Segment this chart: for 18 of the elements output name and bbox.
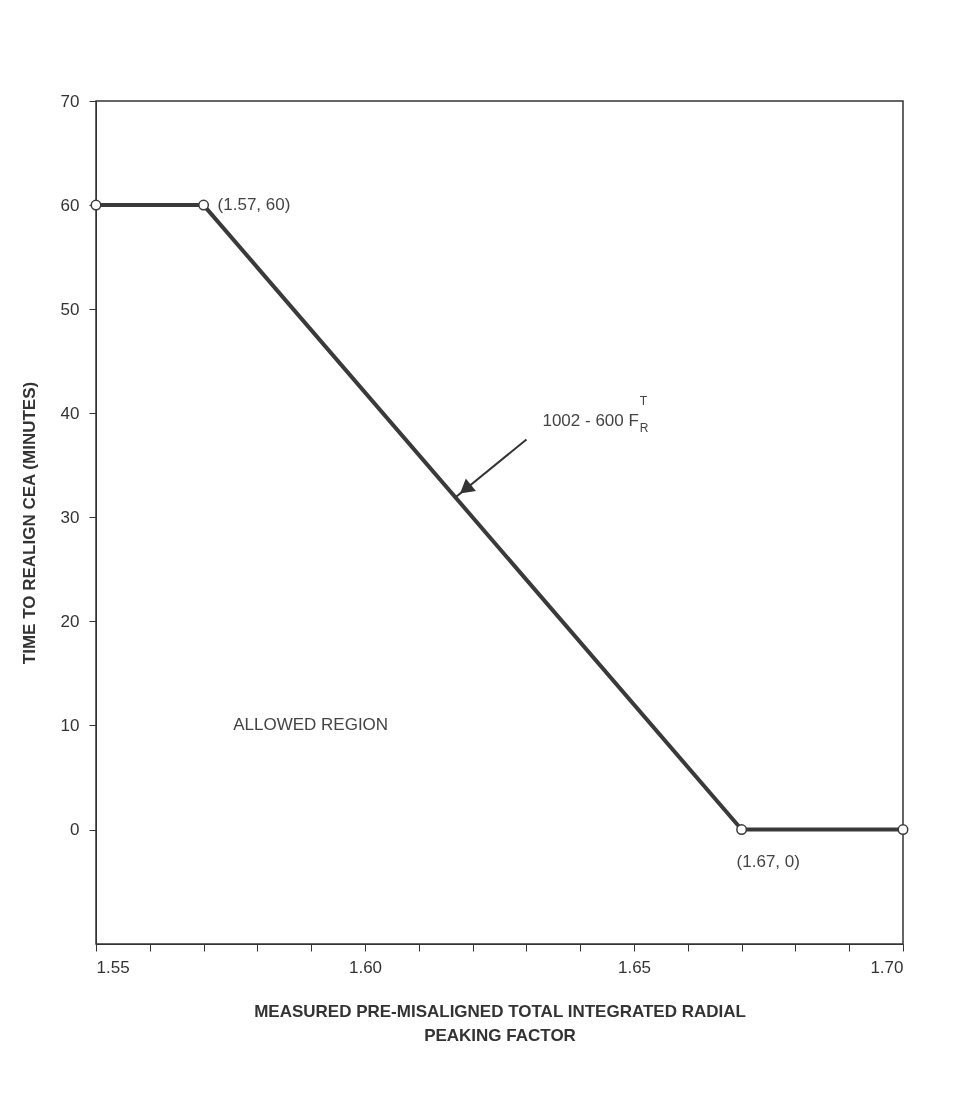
y-tick-label: 70 bbox=[60, 91, 80, 111]
annotation: 1002 - 600 FTR bbox=[542, 394, 649, 436]
x-tick-label: 1.60 bbox=[348, 957, 383, 977]
y-tick-label: 60 bbox=[60, 195, 80, 215]
annotation: ALLOWED REGION bbox=[233, 714, 389, 734]
x-tick-label: 1.55 bbox=[96, 957, 130, 977]
x-tick-label: 1.65 bbox=[617, 957, 652, 977]
y-tick-label: 50 bbox=[60, 299, 80, 319]
y-tick-label: 30 bbox=[60, 507, 80, 527]
annotation: (1.57, 60) bbox=[217, 195, 291, 215]
y-tick-label: 20 bbox=[60, 611, 80, 631]
x-tick-label: 1.70 bbox=[870, 957, 904, 977]
annotation: (1.67, 0) bbox=[736, 851, 800, 871]
y-axis-title: TIME TO REALIGN CEA (MINUTES) bbox=[19, 381, 39, 665]
x-axis-title: MEASURED PRE-MISALIGNED TOTAL INTEGRATED RADIAL PEAKING FACTOR bbox=[254, 1001, 746, 1045]
y-tick-label: 0 bbox=[70, 820, 80, 840]
y-tick-label: 40 bbox=[60, 403, 80, 423]
y-tick-label: 10 bbox=[60, 715, 80, 735]
